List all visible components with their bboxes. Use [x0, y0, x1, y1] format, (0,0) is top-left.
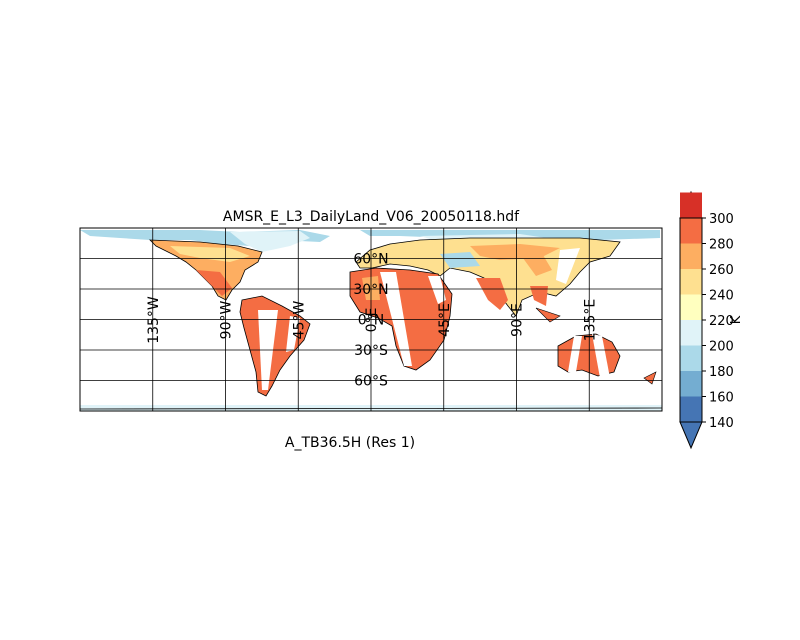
- eurasia: [355, 237, 621, 317]
- colorbar-segment: [680, 243, 702, 269]
- parallel-label: 30°S: [354, 343, 388, 359]
- meridian-label: 90°W: [219, 301, 235, 340]
- meridian-label: 45°W: [291, 301, 307, 340]
- colorbar-under-extension: [679, 421, 703, 450]
- graticule: [80, 228, 662, 411]
- colorbar: 140 160 180 200 220 240 260 280 300: [679, 190, 734, 450]
- map-area: [80, 228, 662, 411]
- colorbar-segment: [680, 294, 702, 320]
- colorbar-tick-label: 280: [709, 238, 734, 253]
- map-xlabel: A_TB36.5H (Res 1): [285, 435, 415, 451]
- colorbar-segment: [680, 345, 702, 371]
- parallel-label: 60°S: [354, 374, 388, 390]
- colorbar-tick-label: 300: [709, 212, 734, 227]
- colorbar-unit-label: K: [729, 315, 744, 324]
- south-america: [239, 295, 311, 397]
- meridian-label: 45°E: [437, 303, 453, 337]
- meridian-label: 135°W: [146, 296, 162, 344]
- colorbar-tick-label: 260: [709, 263, 734, 278]
- meridian-label: 0°E: [364, 308, 380, 333]
- parallel-label: 30°N: [353, 282, 388, 298]
- meridian-label: 135°E: [582, 299, 598, 342]
- colorbar-segment: [680, 269, 702, 295]
- colorbar-segment: [680, 396, 702, 422]
- colorbar-segment: [680, 218, 702, 244]
- colorbar-tick-label: 160: [709, 391, 734, 406]
- colorbar-tick-label: 220: [709, 314, 734, 329]
- colorbar-segment: [680, 320, 702, 346]
- colorbar-tick-label: 200: [709, 340, 734, 355]
- colorbar-tick-label: 240: [709, 289, 734, 304]
- arctic-landmass: [80, 230, 660, 252]
- map-frame: [79, 227, 663, 412]
- map-title: AMSR_E_L3_DailyLand_V06_20050118.hdf: [223, 209, 520, 225]
- graticule-labels: 135°W 90°W 45°W 0°E 45°E 90°E 135°E 60°N 30°N 0°N…: [146, 252, 599, 390]
- colorbar-segment: [680, 192, 702, 218]
- colorbar-tick-label: 180: [709, 365, 734, 380]
- north-america: [148, 239, 263, 301]
- colorbar-tick-label: 140: [709, 416, 734, 431]
- colorbar-segment: [680, 371, 702, 397]
- parallel-label: 0°N: [358, 313, 384, 329]
- parallel-label: 60°N: [353, 252, 388, 268]
- meridian-label: 90°E: [510, 303, 526, 337]
